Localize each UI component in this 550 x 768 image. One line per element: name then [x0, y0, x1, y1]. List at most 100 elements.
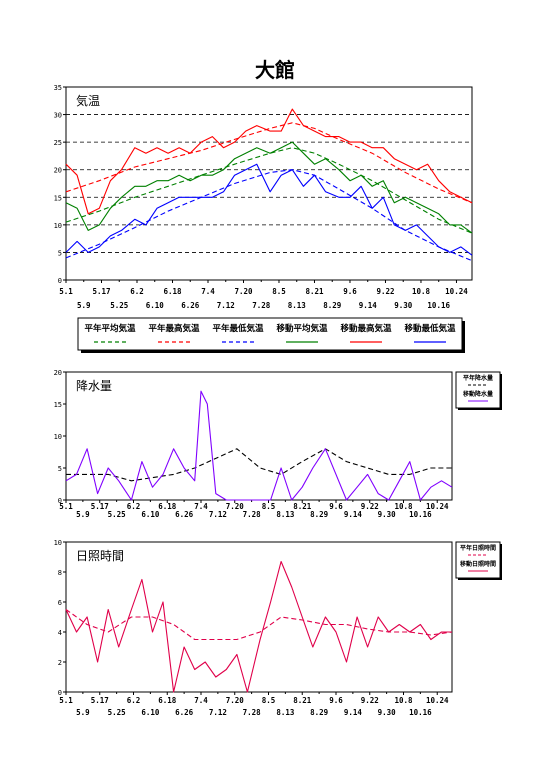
x-tick-label: 10.16	[427, 301, 450, 310]
legend-label: 移動最低気温	[404, 323, 456, 334]
y-tick-label: 4	[58, 629, 62, 637]
x-tick-label: 6.10	[146, 301, 165, 310]
series-line	[65, 560, 452, 693]
x-tick-label: 5.1	[59, 287, 73, 296]
x-tick-label: 6.18	[158, 696, 177, 705]
y-tick-label: 10	[54, 222, 62, 230]
series-line	[65, 169, 473, 262]
y-tick-label: 20	[54, 369, 62, 377]
x-tick-label: 7.4	[194, 502, 208, 511]
x-tick-label: 7.28	[252, 301, 271, 310]
legend-label: 移動最高気温	[340, 323, 392, 334]
x-tick-label: 9.22	[361, 696, 379, 705]
plot-frame	[65, 86, 473, 281]
x-tick-label: 5.9	[76, 708, 90, 717]
x-tick-label: 5.25	[110, 301, 128, 310]
x-tick-label: 7.12	[209, 510, 227, 519]
x-tick-label: 8.5	[262, 502, 276, 511]
y-tick-label: 15	[54, 194, 62, 202]
x-tick-label: 7.12	[217, 301, 235, 310]
x-tick-label: 10.24	[426, 502, 449, 511]
x-tick-label: 8.5	[262, 696, 276, 705]
x-tick-label: 6.2	[130, 287, 144, 296]
x-tick-label: 9.30	[378, 708, 397, 717]
x-tick-label: 6.26	[175, 708, 194, 717]
series-line	[65, 609, 453, 641]
x-tick-label: 10.8	[394, 502, 413, 511]
x-tick-label: 9.14	[344, 510, 363, 519]
x-tick-label: 6.2	[127, 696, 141, 705]
page-title: 大館	[255, 58, 295, 82]
x-tick-label: 7.20	[226, 696, 245, 705]
x-tick-label: 6.18	[163, 287, 182, 296]
x-tick-label: 8.13	[276, 708, 295, 717]
y-tick-label: 20	[54, 167, 62, 175]
x-tick-label: 8.21	[293, 502, 312, 511]
x-tick-label: 10.24	[445, 287, 468, 296]
series-line	[65, 390, 453, 501]
legend-box	[455, 371, 501, 409]
x-tick-label: 8.13	[276, 510, 295, 519]
legend-box	[77, 317, 463, 351]
y-tick-label: 25	[54, 139, 62, 147]
x-tick-label: 7.20	[234, 287, 253, 296]
x-tick-label: 10.16	[409, 708, 432, 717]
y-tick-label: 30	[54, 112, 62, 120]
x-tick-label: 9.22	[361, 502, 379, 511]
x-tick-label: 9.30	[394, 301, 413, 310]
legend-label: 平年降水量	[463, 374, 493, 382]
y-tick-label: 0	[58, 689, 62, 697]
y-tick-label: 10	[54, 539, 62, 547]
x-tick-label: 7.28	[243, 708, 262, 717]
x-tick-label: 8.5	[272, 287, 286, 296]
y-tick-label: 8	[58, 569, 62, 577]
x-tick-label: 8.21	[293, 696, 312, 705]
chart-title: 気温	[76, 93, 100, 108]
x-tick-label: 8.29	[310, 510, 329, 519]
x-tick-label: 5.17	[91, 696, 109, 705]
plot-frame	[65, 371, 453, 501]
chart-title: 降水量	[76, 379, 112, 393]
legend-box	[455, 541, 501, 579]
y-tick-label: 0	[58, 277, 62, 285]
x-tick-label: 6.26	[181, 301, 200, 310]
x-tick-label: 9.6	[343, 287, 357, 296]
x-tick-label: 7.4	[194, 696, 208, 705]
x-tick-label: 7.20	[226, 502, 245, 511]
x-tick-label: 10.8	[412, 287, 431, 296]
x-tick-label: 9.14	[359, 301, 378, 310]
y-tick-label: 15	[54, 401, 62, 409]
x-tick-label: 9.22	[376, 287, 394, 296]
x-tick-label: 6.26	[175, 510, 194, 519]
y-tick-label: 2	[58, 659, 62, 667]
legend-label: 平年最低気温	[212, 323, 264, 334]
x-tick-label: 5.9	[76, 510, 90, 519]
y-tick-label: 35	[54, 84, 62, 92]
x-tick-label: 5.25	[108, 708, 126, 717]
x-tick-label: 10.24	[426, 696, 449, 705]
y-tick-label: 5	[58, 465, 62, 473]
x-tick-label: 10.16	[409, 510, 432, 519]
x-tick-label: 5.1	[59, 696, 73, 705]
y-tick-label: 5	[58, 249, 62, 257]
series-line	[65, 163, 473, 256]
x-tick-label: 8.21	[305, 287, 324, 296]
legend-label: 平年平均気温	[84, 323, 136, 334]
x-tick-label: 9.14	[344, 708, 363, 717]
x-tick-label: 7.28	[243, 510, 262, 519]
x-tick-label: 5.17	[91, 502, 109, 511]
x-tick-label: 5.17	[92, 287, 110, 296]
series-line	[65, 108, 473, 215]
x-tick-label: 9.6	[329, 502, 343, 511]
x-tick-label: 9.6	[329, 696, 343, 705]
x-tick-label: 10.8	[394, 696, 413, 705]
legend-label: 移動平均気温	[276, 323, 328, 334]
x-tick-label: 6.2	[127, 502, 141, 511]
x-tick-label: 6.10	[141, 510, 160, 519]
x-tick-label: 7.12	[209, 708, 227, 717]
x-tick-label: 9.30	[378, 510, 397, 519]
